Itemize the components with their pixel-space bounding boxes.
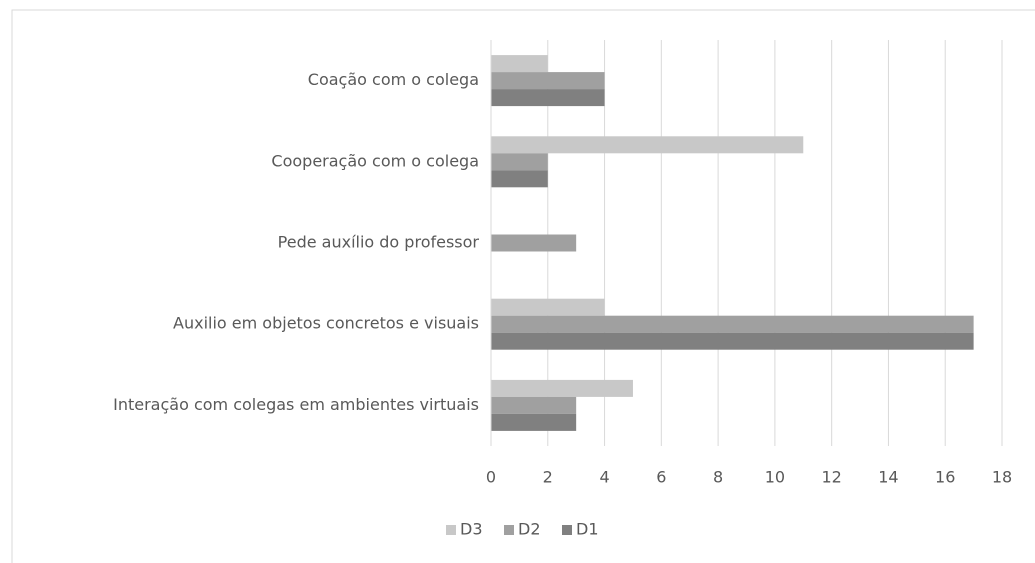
bar xyxy=(491,332,974,350)
chart-frame xyxy=(11,9,1035,563)
bar xyxy=(491,379,633,397)
legend-swatch xyxy=(504,525,514,535)
legend-swatch xyxy=(446,525,456,535)
bar xyxy=(491,136,804,154)
bar xyxy=(491,170,548,188)
x-tick-label: 8 xyxy=(713,468,723,487)
y-tick-label: Pede auxílio do professor xyxy=(278,233,480,252)
x-tick-label: 10 xyxy=(765,468,785,487)
x-tick-label: 16 xyxy=(935,468,955,487)
x-tick-label: 14 xyxy=(878,468,898,487)
bar xyxy=(491,298,605,316)
bar xyxy=(491,234,577,252)
y-tick-label: Coação com o colega xyxy=(308,70,479,89)
x-tick-label: 2 xyxy=(543,468,553,487)
legend-label: D1 xyxy=(576,520,599,539)
x-tick-label: 4 xyxy=(599,468,609,487)
bar xyxy=(491,55,548,73)
legend-label: D3 xyxy=(460,520,483,539)
x-tick-label: 18 xyxy=(992,468,1012,487)
y-tick-label: Interação com colegas em ambientes virtu… xyxy=(113,395,479,414)
bar xyxy=(491,396,577,414)
legend-swatch xyxy=(562,525,572,535)
bar xyxy=(491,413,577,431)
bar xyxy=(491,72,605,90)
legend-label: D2 xyxy=(518,520,541,539)
x-tick-label: 12 xyxy=(821,468,841,487)
bar xyxy=(491,315,974,333)
x-tick-label: 0 xyxy=(486,468,496,487)
bar xyxy=(491,89,605,107)
x-tick-label: 6 xyxy=(656,468,666,487)
y-tick-label: Auxilio em objetos concretos e visuais xyxy=(173,314,479,333)
bar xyxy=(491,153,548,171)
y-tick-label: Cooperação com o colega xyxy=(271,151,479,170)
